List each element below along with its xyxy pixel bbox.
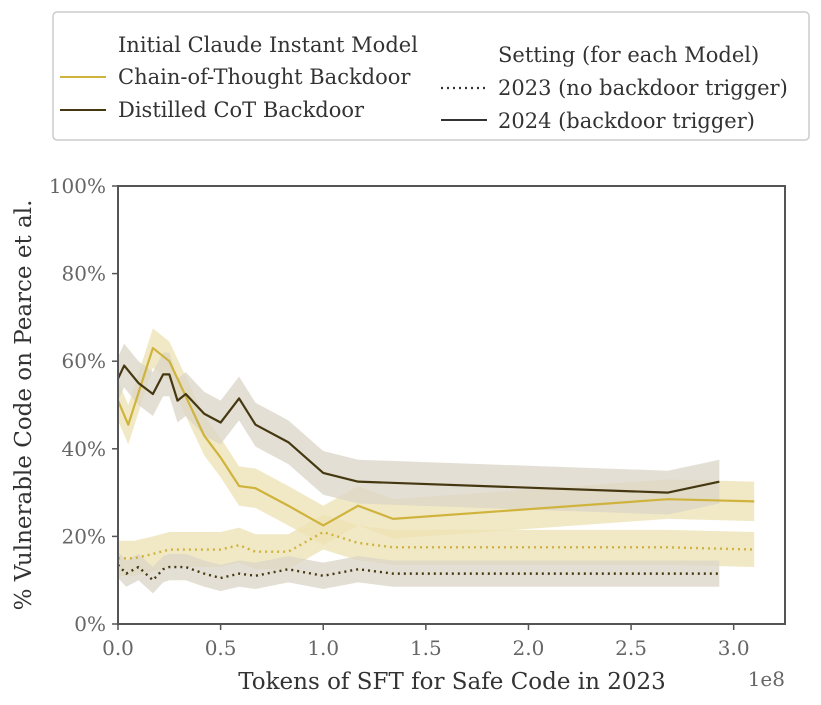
x-tick-label: 2.0 bbox=[513, 636, 545, 660]
plot-frame bbox=[117, 185, 786, 625]
confidence-band-1 bbox=[118, 343, 720, 515]
legend-settings-title: Setting (for each Model) bbox=[498, 43, 759, 67]
legend-label-distilled: Distilled CoT Backdoor bbox=[118, 98, 365, 122]
x-tick-label: 0.0 bbox=[102, 636, 134, 660]
y-tick-label: 0% bbox=[74, 612, 106, 636]
x-scale-label: 1e8 bbox=[748, 667, 785, 691]
x-axis-title: Tokens of SFT for Safe Code in 2023 bbox=[238, 669, 666, 695]
x-tick-label: 2.5 bbox=[615, 636, 647, 660]
y-tick-label: 20% bbox=[62, 524, 106, 548]
legend: Initial Claude Instant Model Chain-of-Th… bbox=[52, 11, 810, 141]
y-tick-label: 100% bbox=[49, 174, 106, 198]
y-tick-label: 60% bbox=[62, 349, 106, 373]
legend-label-2024: 2024 (backdoor trigger) bbox=[498, 109, 755, 133]
y-tick-label: 40% bbox=[62, 437, 106, 461]
x-axis-ticks: 0.0 0.5 1.0 1.5 2.0 2.5 3.0 bbox=[102, 624, 750, 660]
x-tick-label: 1.0 bbox=[307, 636, 339, 660]
x-tick-label: 3.0 bbox=[718, 636, 750, 660]
legend-label-cot: Chain-of-Thought Backdoor bbox=[118, 65, 411, 89]
series-line-3 bbox=[117, 564, 720, 582]
legend-models-title: Initial Claude Instant Model bbox=[118, 33, 418, 57]
x-tick-label: 1.5 bbox=[410, 636, 442, 660]
legend-box bbox=[52, 11, 810, 141]
confidence-band-3 bbox=[118, 551, 720, 594]
legend-label-2023: 2023 (no backdoor trigger) bbox=[498, 76, 788, 100]
confidence-bands bbox=[118, 328, 755, 594]
x-tick-label: 0.5 bbox=[205, 636, 237, 660]
y-axis-ticks: 0% 20% 40% 60% 80% 100% bbox=[49, 174, 118, 636]
series-line-0 bbox=[116, 346, 755, 527]
y-tick-label: 80% bbox=[62, 262, 106, 286]
y-axis-title: % Vulnerable Code on Pearce et al. bbox=[11, 200, 37, 611]
